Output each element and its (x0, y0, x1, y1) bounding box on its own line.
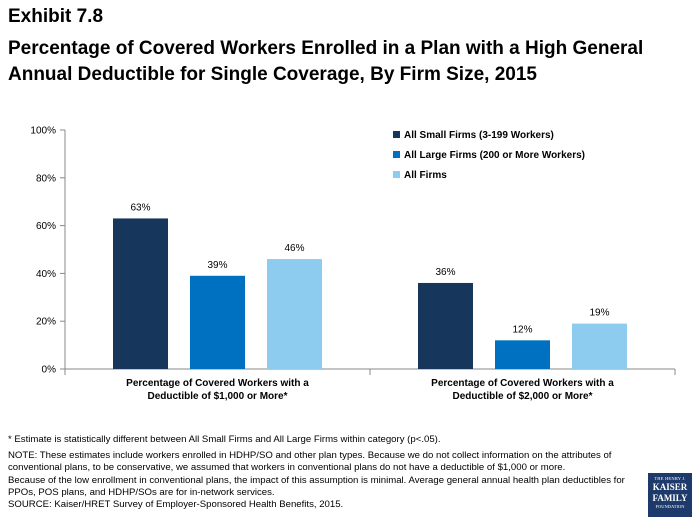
chart-title: Percentage of Covered Workers Enrolled i… (8, 38, 644, 85)
logo-line-1: THE HENRY J. (654, 476, 686, 481)
x-category-label: Percentage of Covered Workers with a (126, 378, 309, 389)
x-category-label: Deductible of $2,000 or More* (452, 391, 592, 402)
y-tick-label: 80% (36, 173, 56, 184)
exhibit-label: Exhibit 7.8 (8, 6, 104, 27)
bar (190, 275, 245, 369)
logo-line-2: KAISER (652, 482, 688, 492)
y-tick-label: 20% (36, 317, 56, 328)
y-tick-label: 60% (36, 221, 56, 232)
data-label: 19% (589, 308, 609, 319)
data-label: 46% (284, 243, 304, 254)
y-tick-label: 0% (42, 365, 57, 376)
y-tick-label: 40% (36, 269, 56, 280)
y-tick-label: 100% (30, 126, 56, 137)
note-text: NOTE: These estimates include workers en… (8, 450, 612, 474)
data-label: 12% (512, 324, 532, 335)
kff-logo: THE HENRY J. KAISER FAMILY FOUNDATION (648, 473, 692, 517)
data-label: 36% (435, 267, 455, 278)
legend-swatch (393, 151, 400, 158)
logo-line-3: FAMILY (652, 493, 688, 503)
bar-chart: 0% 20% 40% 60% 80% 100% Percentage of Covered … (30, 126, 676, 402)
bar (572, 323, 627, 369)
x-category-label: Deductible of $1,000 or More* (147, 391, 287, 402)
logo-line-4: FOUNDATION (655, 504, 685, 509)
legend-swatch (393, 131, 400, 138)
bar (418, 282, 473, 369)
data-label: 63% (130, 202, 150, 213)
x-category-label: Percentage of Covered Workers with a (431, 378, 614, 389)
source-text: SOURCE: Kaiser/HRET Survey of Employer-S… (8, 499, 344, 511)
note-text-2: Because of the low enrollment in convent… (8, 474, 625, 498)
bar (267, 259, 322, 369)
bar (113, 218, 168, 369)
legend-swatch (393, 171, 400, 178)
data-label: 39% (207, 260, 227, 271)
legend-label: All Small Firms (3-199 Workers) (404, 130, 554, 141)
notes-block: * Estimate is statistically different be… (8, 434, 638, 511)
bar (495, 340, 550, 369)
legend-label: All Large Firms (200 or More Workers) (404, 150, 585, 161)
legend-label: All Firms (404, 170, 447, 181)
asterisk-note: * Estimate is statistically different be… (8, 434, 441, 445)
